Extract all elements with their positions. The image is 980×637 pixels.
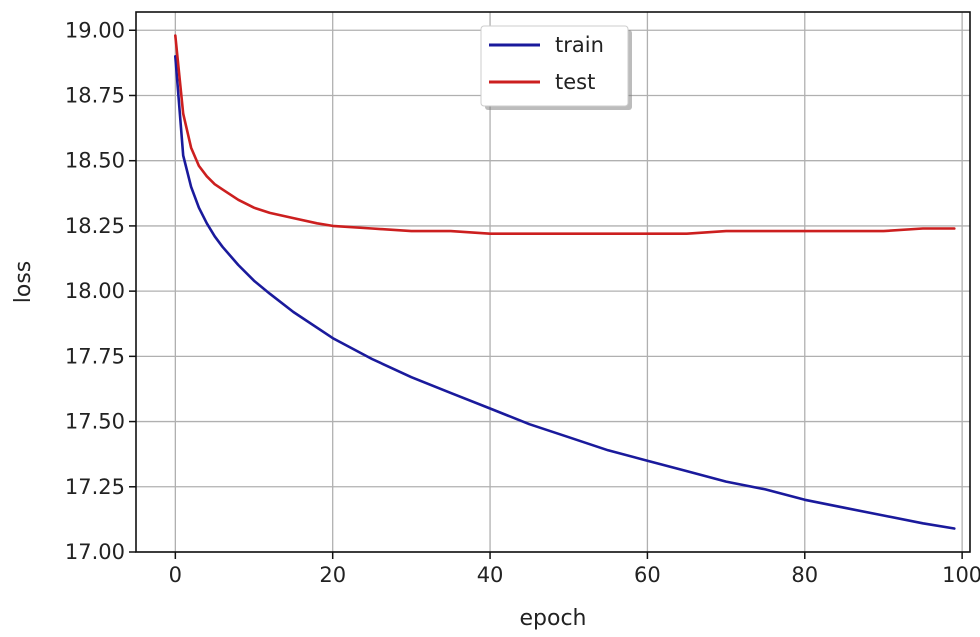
- y-tick-label: 17.75: [65, 344, 125, 368]
- series-layer: [174, 34, 956, 530]
- x-tick-label: 20: [319, 563, 346, 587]
- x-axis-label: epoch: [520, 606, 587, 631]
- y-tick-label: 17.00: [65, 540, 125, 564]
- y-tick-label: 17.50: [65, 410, 125, 434]
- y-tick-label: 18.25: [65, 214, 125, 238]
- y-tick-label: 18.50: [65, 149, 125, 173]
- x-tick-label: 60: [634, 563, 661, 587]
- y-tick-label: 17.25: [65, 475, 125, 499]
- x-tick-label: 80: [791, 563, 818, 587]
- y-tick-label: 19.00: [65, 18, 125, 42]
- x-tick-label: 0: [169, 563, 182, 587]
- series-line-test: [174, 34, 956, 235]
- y-axis-label: loss: [11, 261, 36, 304]
- plot-frame: [135, 11, 971, 553]
- y-tick-label: 18.00: [65, 279, 125, 303]
- legend-label-test: test: [555, 70, 595, 94]
- x-tick-label: 40: [477, 563, 504, 587]
- legend-label-train: train: [555, 33, 604, 57]
- y-tick-label: 18.75: [65, 83, 125, 107]
- series-line-train: [174, 54, 956, 530]
- x-axis: 0 20 40 60 80 100: [169, 552, 980, 587]
- x-tick-label: 100: [942, 563, 980, 587]
- legend: train test: [480, 25, 632, 110]
- y-axis: 17.00 17.25 17.50 17.75 18.00 18.25 18.50 18.75…: [65, 18, 136, 564]
